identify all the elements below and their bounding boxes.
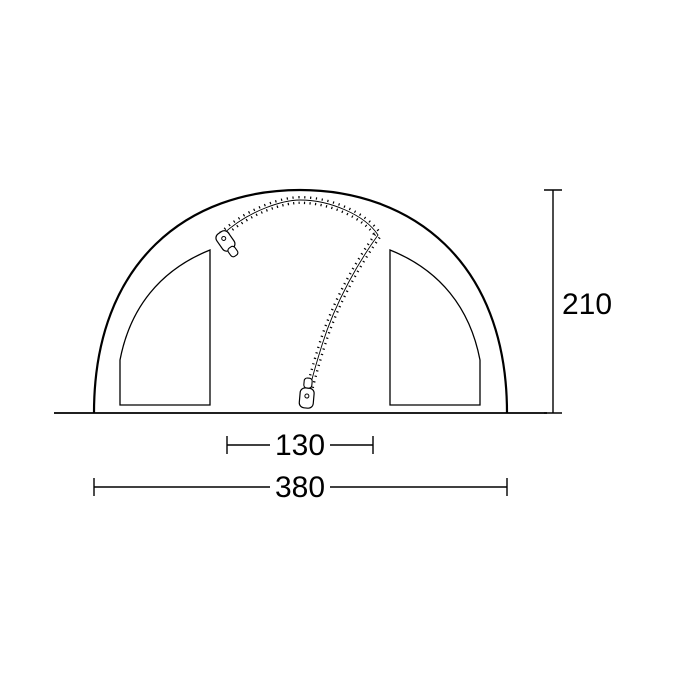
zipper-pull-bottom	[299, 377, 316, 408]
right-window-panel	[390, 250, 480, 405]
tent-dimension-diagram: 130 380 210	[0, 0, 700, 700]
dimension-height: 210	[544, 190, 622, 413]
dimension-total-width: 380	[94, 471, 507, 504]
dimension-total-width-label: 380	[275, 471, 325, 504]
tent-outline	[94, 190, 507, 413]
door-zipper	[222, 200, 378, 408]
left-window-panel	[120, 250, 210, 405]
dimension-height-label: 210	[562, 288, 612, 321]
zipper-pull-top	[214, 229, 242, 260]
dimension-door-width-label: 130	[275, 429, 325, 462]
dimension-door-width: 130	[227, 429, 373, 462]
